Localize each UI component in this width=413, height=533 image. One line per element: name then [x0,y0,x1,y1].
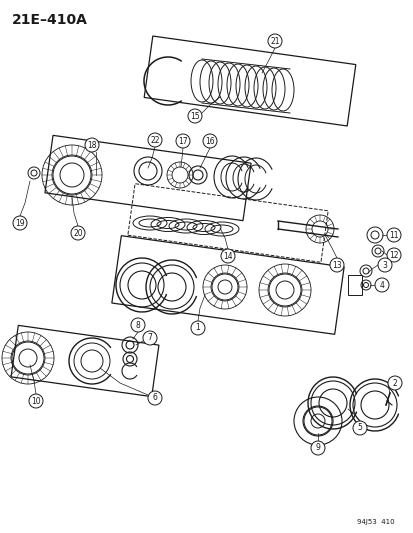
Circle shape [374,278,388,292]
Bar [347,275,361,295]
Circle shape [147,133,161,147]
Text: 14: 14 [223,252,232,261]
Text: 2: 2 [392,378,396,387]
Text: 1: 1 [195,324,200,333]
Circle shape [131,318,145,332]
Circle shape [176,134,190,148]
Text: 8: 8 [135,320,140,329]
Text: 11: 11 [388,230,398,239]
Text: 10: 10 [31,397,41,406]
Circle shape [387,376,401,390]
Circle shape [352,421,366,435]
Circle shape [310,441,324,455]
Circle shape [386,228,400,242]
Text: 9: 9 [315,443,320,453]
Text: 12: 12 [388,251,398,260]
Circle shape [29,394,43,408]
Text: 17: 17 [178,136,188,146]
Circle shape [188,109,202,123]
Text: 18: 18 [87,141,97,149]
Circle shape [386,248,400,262]
Text: 94J53  410: 94J53 410 [356,519,394,525]
Text: 5: 5 [357,424,361,432]
Text: 21E–410A: 21E–410A [12,13,88,27]
Text: 7: 7 [147,334,152,343]
Text: 13: 13 [331,261,341,270]
Text: 4: 4 [379,280,384,289]
Circle shape [13,216,27,230]
Circle shape [202,134,216,148]
Circle shape [142,331,157,345]
Circle shape [147,391,161,405]
Circle shape [221,249,235,263]
Text: 22: 22 [150,135,159,144]
Text: 15: 15 [190,111,199,120]
Text: 3: 3 [382,261,387,270]
Circle shape [190,321,204,335]
Text: 16: 16 [205,136,214,146]
Text: 6: 6 [152,393,157,402]
Text: 21: 21 [270,36,279,45]
Circle shape [377,258,391,272]
Circle shape [329,258,343,272]
Text: 19: 19 [15,219,25,228]
Circle shape [267,34,281,48]
Circle shape [85,138,99,152]
Text: 20: 20 [73,229,83,238]
Circle shape [71,226,85,240]
